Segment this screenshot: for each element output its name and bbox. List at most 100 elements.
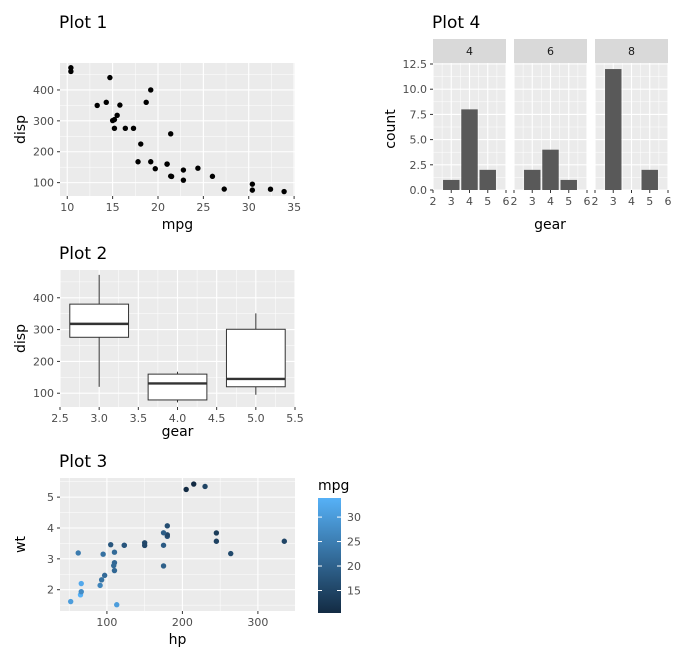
data-point xyxy=(221,186,227,192)
plot-4-facet-8: 8 2 3 4 5 6 xyxy=(592,39,672,208)
x-tick-label: 4.0 xyxy=(169,412,187,425)
data-point xyxy=(121,542,127,548)
plot-2: Plot 2 2.5 3.0 3.5 4.0 4.5 5.0 5.5 100 200 300 400… xyxy=(13,244,304,440)
plot-2-boxes xyxy=(69,274,286,403)
x-tick-label: 10 xyxy=(60,201,74,214)
data-point xyxy=(267,186,274,192)
plot-3-color-legend: mpg 15 20 25 30 xyxy=(318,478,361,613)
y-tick-label: 300 xyxy=(33,324,54,337)
x-tick-label: 300 xyxy=(247,616,268,629)
plot-4-facet-6: 62 3 4 5 6 xyxy=(511,39,591,208)
data-point xyxy=(191,481,197,487)
y-tick-label: 5.0 xyxy=(410,134,428,147)
plot-1-title: Plot 1 xyxy=(59,13,107,33)
data-point xyxy=(78,580,84,587)
plot-4-facet-4: 42 3 4 5 6 xyxy=(430,39,510,208)
x-tick-label: 3.5 xyxy=(130,412,148,425)
y-tick-label: 5 xyxy=(47,491,54,504)
data-point xyxy=(281,538,288,544)
plot-1-y-axis-label: disp xyxy=(13,115,29,144)
data-point xyxy=(167,173,174,179)
legend-tick-label: 15 xyxy=(347,584,361,597)
data-point xyxy=(130,125,137,132)
plot-1-grid xyxy=(60,63,295,196)
legend-tick-label: 25 xyxy=(347,536,361,549)
data-point xyxy=(75,550,81,556)
x-tick-label: 100 xyxy=(96,616,117,629)
data-point xyxy=(100,551,106,557)
x-tick-label: 5 xyxy=(646,195,653,208)
x-tick-label: 2.5 xyxy=(51,412,69,425)
x-tick-label: 3 xyxy=(610,195,617,208)
plot-3-legend-title: mpg xyxy=(318,478,349,494)
data-point xyxy=(249,181,256,187)
y-tick-label: 4 xyxy=(47,522,54,535)
plot-4-y-axis: 0.0 2.5 5.0 7.5 10.0 12.5 xyxy=(403,58,433,197)
y-tick-label: 7.5 xyxy=(410,108,428,121)
data-point xyxy=(160,530,167,536)
data-point xyxy=(111,562,117,569)
plot-3-panel xyxy=(60,478,295,611)
y-tick-label: 200 xyxy=(33,146,54,159)
box-body xyxy=(69,303,130,338)
y-tick-label: 100 xyxy=(33,177,54,190)
x-tick-label: 4 xyxy=(628,195,635,208)
x-tick-label: 5.0 xyxy=(247,412,265,425)
plot-2-title: Plot 2 xyxy=(59,244,107,264)
x-tick-label: 3.0 xyxy=(90,412,108,425)
x-tick-label: 15 xyxy=(106,201,120,214)
data-point xyxy=(202,483,208,490)
plot-1-panel xyxy=(60,63,295,196)
x-tick-label: 25 xyxy=(196,201,210,214)
data-point xyxy=(111,549,118,555)
x-tick-label: 2 xyxy=(592,195,599,208)
plot-3-axes: 100 200 300 2 3 4 5 xyxy=(47,491,268,629)
data-point xyxy=(148,159,154,165)
bar xyxy=(524,169,541,190)
data-point xyxy=(141,542,148,549)
y-tick-label: 300 xyxy=(33,115,54,128)
facet-strip-label: 4 xyxy=(466,45,473,58)
data-point xyxy=(117,102,123,108)
data-point xyxy=(249,187,256,193)
plot-1-axes: 10 15 20 25 30 35 100 200 300 400 xyxy=(33,84,301,214)
facet-strip xyxy=(595,39,668,63)
facet-strip-label: 6 xyxy=(547,45,554,58)
data-point xyxy=(111,125,118,132)
data-point xyxy=(180,167,187,173)
plot-3-x-axis-label: hp xyxy=(169,632,187,648)
y-tick-label: 10.0 xyxy=(403,83,428,96)
bar xyxy=(461,109,478,190)
plot-4-x-axis-label: gear xyxy=(534,217,566,233)
x-tick-label: 3 xyxy=(448,195,455,208)
y-tick-label: 2.5 xyxy=(410,159,428,172)
x-tick-label: 6 xyxy=(503,195,510,208)
x-tick-label: 6 xyxy=(584,195,591,208)
legend-tick-label: 30 xyxy=(347,511,361,524)
x-tick-label: 2 xyxy=(511,195,518,208)
y-tick-label: 100 xyxy=(33,387,54,400)
data-point xyxy=(114,602,120,608)
plot-1-points xyxy=(68,65,287,195)
data-point xyxy=(138,141,144,147)
bar xyxy=(443,179,460,190)
data-point xyxy=(107,74,113,81)
data-point xyxy=(109,117,116,124)
plot-4-y-axis-label: count xyxy=(383,109,399,149)
box-body xyxy=(147,373,208,401)
data-point xyxy=(68,68,74,75)
data-point xyxy=(101,572,108,579)
data-point xyxy=(209,173,216,180)
y-tick-label: 12.5 xyxy=(403,58,428,71)
data-point xyxy=(122,125,129,132)
bar xyxy=(560,179,577,190)
x-tick-label: 2 xyxy=(430,195,437,208)
data-point xyxy=(164,523,171,529)
data-point xyxy=(167,131,174,137)
bar xyxy=(605,69,622,190)
data-point xyxy=(94,102,100,109)
data-point xyxy=(114,112,120,118)
plot-4-title: Plot 4 xyxy=(432,13,480,33)
data-point xyxy=(97,582,103,589)
